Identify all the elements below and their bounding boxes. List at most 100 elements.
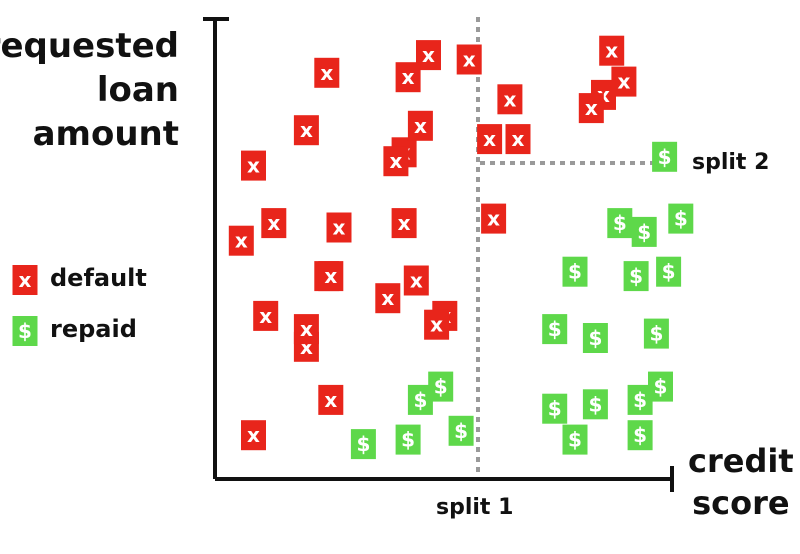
repaid-dollar-icon: $: [654, 375, 668, 399]
marker-box: [314, 57, 340, 88]
marker-box: [562, 424, 588, 455]
repaid-point: $: [627, 420, 653, 451]
default-x-icon: x: [410, 269, 423, 293]
repaid-point: $: [395, 424, 421, 455]
default-x-icon: x: [381, 286, 394, 310]
legend-default-marker: x: [12, 265, 38, 295]
default-point: x: [456, 44, 482, 75]
marker-box: [318, 384, 344, 415]
marker-box: [12, 265, 38, 295]
marker-box: [448, 415, 474, 446]
split-2-label: split 2: [692, 150, 770, 175]
repaid-dollar-icon: $: [588, 326, 602, 350]
default-x-icon: x: [247, 154, 260, 178]
repaid-point: $: [407, 384, 433, 415]
repaid-point: $: [627, 384, 653, 415]
default-point: x: [241, 150, 266, 181]
default-x-icon: x: [512, 127, 525, 151]
marker-box: [395, 62, 421, 93]
repaid-point: $: [448, 415, 474, 446]
marker-box: [228, 225, 254, 256]
repaid-dollar-icon: $: [548, 397, 562, 421]
repaid-point: $: [623, 261, 649, 292]
y-axis-label-line: amount: [32, 114, 179, 154]
marker-box: [293, 115, 319, 146]
default-point: x: [261, 208, 287, 239]
marker-box: [318, 261, 344, 292]
marker-box: [627, 384, 653, 415]
marker-box: [652, 141, 678, 172]
default-x-icon: x: [503, 87, 516, 111]
y-axis-label-line: requested: [0, 26, 179, 66]
marker-box: [562, 256, 588, 287]
repaid-dollar-icon: $: [649, 322, 663, 346]
marker-box: [627, 420, 653, 451]
marker-box: [428, 371, 454, 402]
marker-box: [391, 208, 417, 239]
repaid-dollar-icon: $: [401, 428, 415, 452]
marker-box: [542, 393, 568, 424]
marker-box: [261, 208, 287, 239]
default-x-icon: x: [300, 118, 313, 142]
repaid-point: $: [643, 318, 669, 349]
default-x-icon: x: [324, 264, 337, 288]
repaid-dollar-icon: $: [637, 220, 651, 244]
repaid-dollar-icon: $: [674, 207, 688, 231]
repaid-point: $: [607, 208, 633, 239]
default-point: x: [391, 208, 417, 239]
repaid-dollar-icon: $: [454, 419, 468, 443]
default-point: x: [383, 146, 409, 177]
default-x-icon: x: [235, 229, 248, 253]
default-point: x: [318, 261, 344, 292]
repaid-dollar-icon: $: [658, 145, 672, 169]
default-x-icon: x: [398, 211, 411, 235]
default-point: x: [375, 283, 401, 314]
marker-box: [350, 429, 376, 460]
marker-box: [241, 420, 266, 451]
marker-box: [383, 146, 409, 177]
default-x-icon: x: [324, 388, 337, 412]
marker-box: [631, 216, 657, 247]
marker-box: [241, 150, 266, 181]
marker-box: [623, 261, 649, 292]
repaid-dollar-icon: $: [434, 375, 448, 399]
default-x-icon: x: [333, 216, 346, 240]
default-x-icon: x: [585, 96, 598, 120]
default-x-icon: x: [422, 43, 435, 67]
data-markers: xxxxxxxxxxxxxxxxxxxxxxxxxxxxxxxx$$$$$$$$…: [228, 35, 694, 460]
default-point: x: [253, 300, 279, 331]
default-point: x: [314, 57, 340, 88]
legend-repaid-label: repaid: [50, 315, 137, 343]
default-x-icon: x: [487, 207, 500, 231]
marker-box: [607, 208, 633, 239]
default-point: x: [403, 265, 429, 296]
legend-default-label: default: [50, 264, 147, 292]
repaid-point: $: [542, 393, 568, 424]
default-x-icon: x: [402, 65, 415, 89]
repaid-point: $: [542, 314, 568, 345]
default-x-icon: x: [300, 317, 313, 341]
default-x-icon: x: [247, 423, 260, 447]
y-axis-label-line: loan: [96, 70, 179, 110]
default-x-icon: x: [483, 127, 496, 151]
marker-box: [599, 35, 625, 66]
repaid-point: $: [582, 323, 608, 353]
repaid-point: $: [562, 424, 588, 455]
default-x-icon: x: [389, 149, 402, 173]
repaid-dollar-icon: $: [662, 260, 676, 284]
default-point: x: [599, 35, 625, 66]
repaid-point: $: [652, 141, 678, 172]
x-axis-label-line: credit: [688, 442, 794, 480]
marker-box: [643, 318, 669, 349]
x-axis-label: credit score: [688, 440, 794, 524]
repaid-dollar-icon: $: [356, 432, 370, 456]
repaid-point: $: [631, 216, 657, 247]
marker-box: [578, 93, 604, 124]
y-axis-label: requested loan amount: [0, 24, 179, 156]
repaid-dollar-icon: $: [548, 317, 562, 341]
default-point: x: [395, 62, 421, 93]
default-x-icon: x: [463, 48, 476, 72]
default-point: x: [407, 110, 433, 141]
repaid-point: $: [582, 389, 608, 420]
